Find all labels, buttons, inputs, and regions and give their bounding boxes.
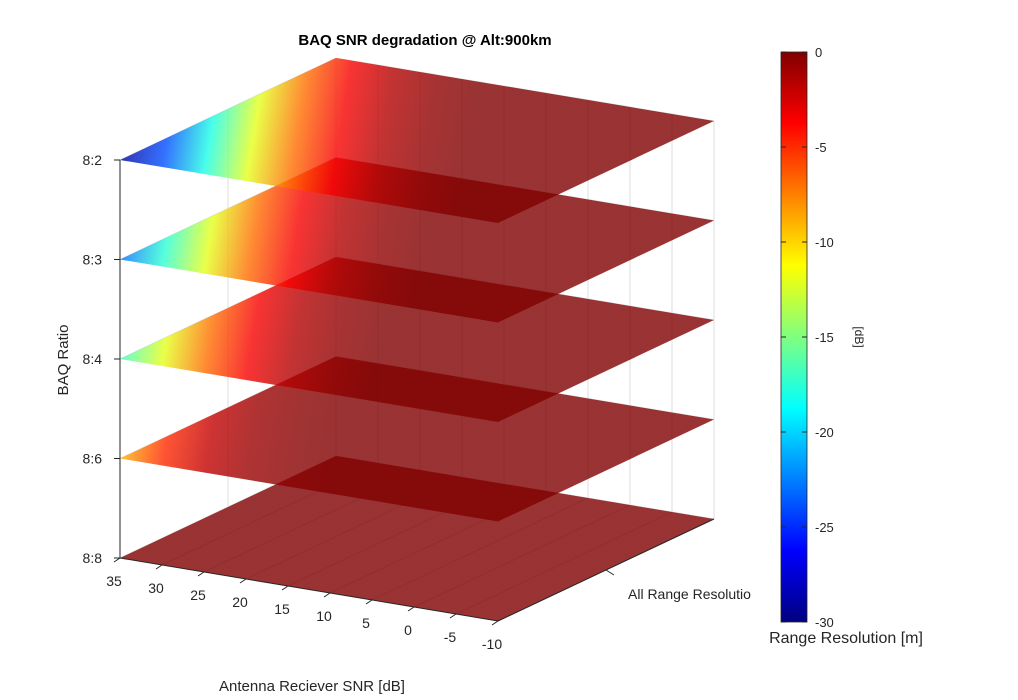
x-tick-label: 0 [404, 622, 412, 638]
x-tick-label: 20 [232, 594, 248, 610]
x-tick [155, 564, 163, 570]
colorbar-tick-label: 0 [815, 45, 822, 60]
z-tick-label: 8:4 [83, 351, 103, 367]
x-tick [407, 606, 415, 612]
z-tick-label: 8:6 [83, 451, 103, 467]
x-axis-line [119, 557, 499, 622]
x-axis-label: Antenna Reciever SNR [dB] [219, 678, 405, 695]
colorbar-label: [dB] [852, 326, 866, 347]
x-tick [239, 578, 247, 584]
chart-title: BAQ SNR degradation @ Alt:900km [298, 32, 551, 49]
x-tick-label: 5 [362, 615, 370, 631]
surface-layers [120, 58, 714, 621]
x-tick-label: 30 [148, 580, 164, 596]
y-tick-label: All Range Resolutio [628, 586, 751, 602]
surface-layer-8-4 [120, 257, 714, 422]
x-tick [281, 585, 289, 591]
y-tick [605, 569, 615, 576]
surface-layer-8-8 [120, 456, 714, 621]
colorbar-tick-label: -5 [815, 140, 827, 155]
x-tick [113, 557, 121, 563]
x-tick-label: 25 [190, 587, 206, 603]
x-tick-label: -10 [482, 636, 502, 652]
x-tick [449, 613, 457, 619]
colorbar-tick-label: -30 [815, 615, 834, 630]
surface-layer-8-3 [120, 157, 714, 323]
x-tick-label: 10 [316, 608, 332, 624]
z-tick-label: 8:2 [83, 152, 103, 168]
x-tick [197, 571, 205, 577]
x-tick [323, 592, 331, 598]
surface-layer-8-6 [120, 356, 714, 522]
x-tick-label: -5 [444, 629, 457, 645]
z-tick-label: 8:3 [83, 252, 103, 268]
surface-layer-8-2 [120, 58, 714, 223]
axes: 8:8 8:6 8:4 8:3 8:2 35 30 25 20 15 10 5 0 -5 -10 All Ra… [83, 152, 752, 652]
x-tick [491, 620, 499, 626]
colorbar-tick-label: -25 [815, 520, 834, 535]
colorbar-tick-label: -20 [815, 425, 834, 440]
x-tick-label: 35 [106, 573, 122, 589]
z-axis-label: BAQ Ratio [55, 325, 72, 396]
colorbar-tick-label: -15 [815, 330, 834, 345]
colorbar: 0 -5 -10 -15 -20 -25 -30 [dB] [780, 45, 866, 630]
z-tick-label: 8:8 [83, 550, 103, 566]
x-tick-label: 15 [274, 601, 290, 617]
colorbar-tick-label: -10 [815, 235, 834, 250]
y-axis-label: Range Resolution [m] [769, 630, 923, 647]
x-tick [365, 599, 373, 605]
